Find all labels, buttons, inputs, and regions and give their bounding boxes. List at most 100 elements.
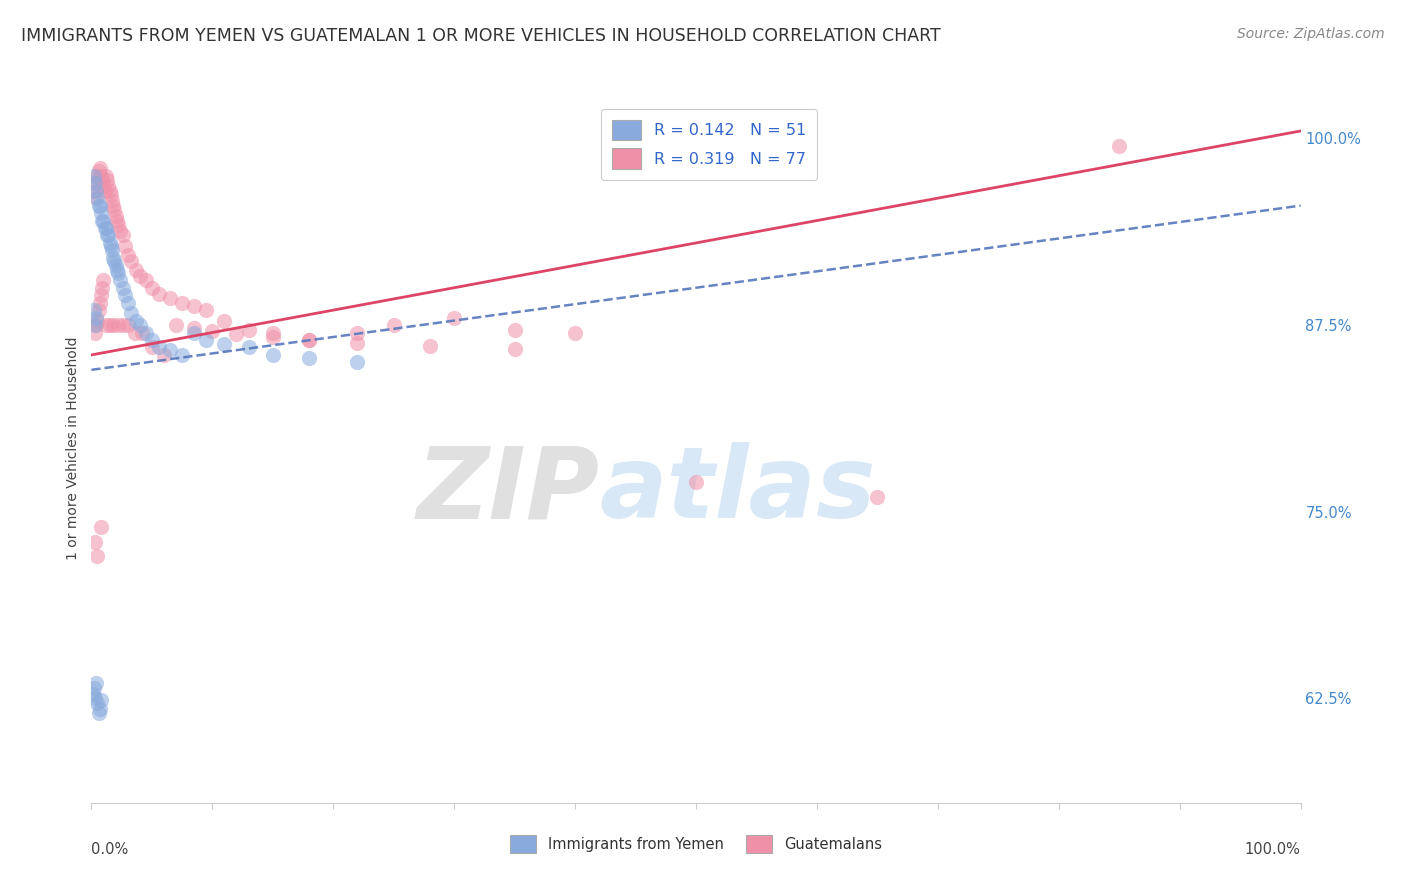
Point [110, 273, 132, 287]
Point [111, 318, 134, 332]
Point [84, 318, 107, 332]
Point [93, 213, 115, 227]
Point [135, 273, 157, 287]
Point [90, 288, 112, 302]
Text: 100.0%: 100.0% [1244, 842, 1301, 857]
Point [117, 248, 139, 262]
Point [107, 218, 129, 232]
Point [91, 213, 114, 227]
Point [84, 184, 107, 198]
Point [111, 281, 134, 295]
Point [107, 318, 129, 332]
Point [101, 251, 124, 265]
Point [165, 318, 187, 332]
Point [110, 224, 132, 238]
Point [128, 268, 150, 283]
Point [101, 244, 124, 258]
Point [120, 306, 142, 320]
Point [128, 318, 150, 332]
Point [225, 326, 247, 341]
Point [131, 326, 153, 340]
Point [100, 239, 122, 253]
Point [346, 355, 368, 369]
Point [84, 191, 107, 205]
Point [100, 188, 122, 202]
Point [87, 199, 110, 213]
Point [117, 318, 139, 332]
Point [87, 303, 110, 318]
Point [83, 303, 105, 318]
Point [107, 266, 129, 280]
Point [87, 164, 110, 178]
Point [89, 702, 111, 716]
Point [125, 262, 148, 277]
Point [346, 336, 368, 351]
Point [98, 235, 121, 250]
Point [103, 203, 125, 218]
Point [83, 176, 105, 190]
Point [82, 687, 104, 701]
Legend: Immigrants from Yemen, Guatemalans: Immigrants from Yemen, Guatemalans [505, 829, 887, 859]
Point [89, 295, 111, 310]
Point [90, 206, 112, 220]
Text: IMMIGRANTS FROM YEMEN VS GUATEMALAN 1 OR MORE VEHICLES IN HOUSEHOLD CORRELATION : IMMIGRANTS FROM YEMEN VS GUATEMALAN 1 OR… [21, 27, 941, 45]
Text: Source: ZipAtlas.com: Source: ZipAtlas.com [1237, 27, 1385, 41]
Point [238, 322, 260, 336]
Point [83, 681, 105, 695]
Point [125, 313, 148, 327]
Point [159, 343, 181, 358]
Point [86, 169, 108, 183]
Point [98, 318, 121, 332]
Point [183, 321, 205, 335]
Point [114, 288, 136, 302]
Point [141, 333, 163, 347]
Point [443, 310, 465, 325]
Y-axis label: 1 or more Vehicles in Household: 1 or more Vehicles in Household [66, 336, 80, 560]
Point [141, 341, 163, 355]
Point [84, 691, 107, 706]
Point [87, 706, 110, 721]
Point [685, 475, 707, 489]
Point [89, 161, 111, 176]
Point [141, 281, 163, 295]
Point [153, 348, 176, 362]
Point [117, 295, 139, 310]
Point [94, 169, 117, 183]
Point [86, 313, 108, 327]
Point [93, 179, 115, 194]
Text: 0.0%: 0.0% [91, 842, 128, 857]
Point [98, 184, 121, 198]
Point [346, 326, 368, 340]
Point [238, 341, 260, 355]
Point [84, 184, 107, 198]
Point [298, 351, 321, 365]
Point [159, 291, 181, 305]
Point [148, 286, 170, 301]
Point [94, 221, 117, 235]
Point [91, 173, 114, 187]
Point [111, 228, 134, 243]
Point [84, 326, 107, 340]
Point [104, 258, 127, 272]
Point [564, 326, 586, 340]
Point [183, 326, 205, 340]
Text: ZIP: ZIP [416, 442, 599, 540]
Point [114, 239, 136, 253]
Point [866, 490, 889, 504]
Point [93, 221, 115, 235]
Point [101, 199, 124, 213]
Point [90, 519, 112, 533]
Point [84, 310, 107, 325]
Point [84, 534, 107, 549]
Point [262, 330, 284, 344]
Text: atlas: atlas [599, 442, 876, 540]
Point [298, 333, 321, 347]
Point [195, 333, 218, 347]
Point [201, 324, 224, 338]
Point [172, 295, 194, 310]
Point [195, 303, 218, 318]
Point [86, 549, 108, 564]
Point [503, 342, 526, 356]
Point [124, 326, 146, 340]
Point [101, 318, 124, 332]
